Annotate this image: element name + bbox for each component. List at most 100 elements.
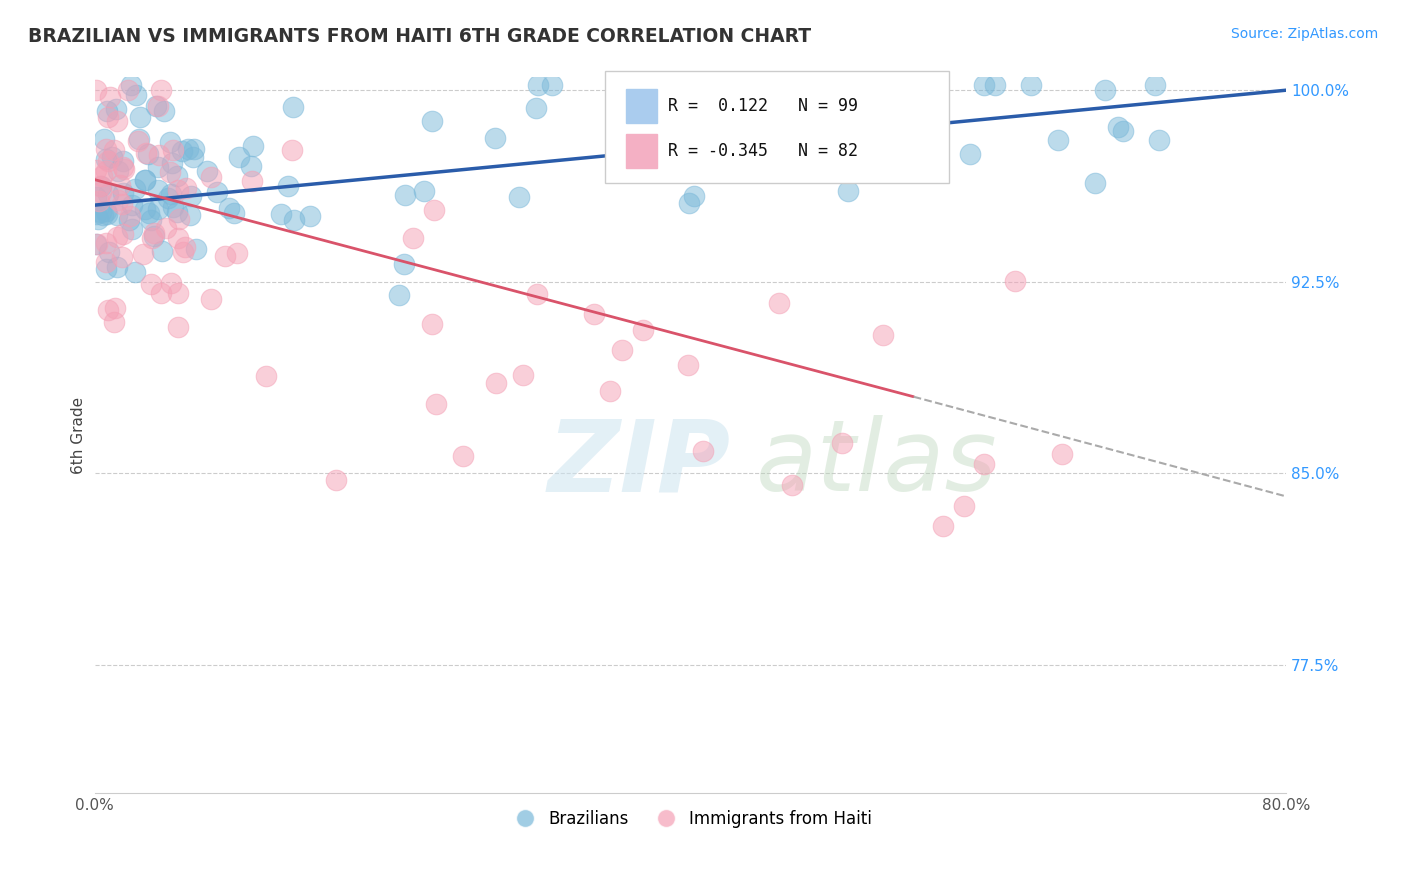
Point xyxy=(134,173,156,187)
Point xyxy=(872,327,894,342)
Point xyxy=(714,153,737,168)
Point xyxy=(148,148,170,162)
Point xyxy=(485,376,508,391)
Point xyxy=(134,173,156,187)
Point xyxy=(166,320,188,334)
Point xyxy=(283,213,305,227)
Point xyxy=(1143,78,1166,92)
Point xyxy=(127,134,149,148)
Point xyxy=(218,202,240,216)
Point xyxy=(831,436,853,450)
Text: Source: ZipAtlas.com: Source: ZipAtlas.com xyxy=(1230,27,1378,41)
Point xyxy=(1112,124,1135,138)
Point xyxy=(87,211,110,226)
Point xyxy=(107,193,129,207)
Point xyxy=(86,237,108,252)
Point xyxy=(903,108,925,122)
Point xyxy=(150,83,173,97)
Point xyxy=(1004,273,1026,287)
Point xyxy=(283,100,305,114)
Point xyxy=(103,143,125,157)
Point xyxy=(388,287,411,301)
Point xyxy=(160,155,183,169)
Point xyxy=(90,185,112,199)
Point xyxy=(159,164,181,178)
Point xyxy=(394,188,416,202)
Point xyxy=(425,397,447,411)
Point xyxy=(167,231,190,245)
Point xyxy=(112,154,135,169)
Point xyxy=(177,142,200,156)
Point xyxy=(128,110,150,124)
Point xyxy=(240,159,263,173)
Point xyxy=(94,143,117,157)
Point xyxy=(84,83,107,97)
Point xyxy=(146,160,169,174)
Point xyxy=(105,260,128,275)
Point xyxy=(94,152,117,166)
Point xyxy=(94,261,117,276)
Point xyxy=(526,78,548,92)
Point xyxy=(422,317,444,331)
Point xyxy=(280,143,302,157)
Point xyxy=(162,201,184,215)
Point xyxy=(157,191,180,205)
Text: atlas: atlas xyxy=(756,415,997,512)
Point xyxy=(104,102,127,116)
Point xyxy=(143,229,166,244)
Point xyxy=(150,285,173,300)
Point xyxy=(162,144,184,158)
Point xyxy=(678,196,700,211)
Point xyxy=(167,286,190,301)
Point xyxy=(413,184,436,198)
Point xyxy=(599,384,621,399)
Point xyxy=(84,190,107,204)
Point xyxy=(104,301,127,315)
Point xyxy=(111,160,134,174)
Text: BRAZILIAN VS IMMIGRANTS FROM HAITI 6TH GRADE CORRELATION CHART: BRAZILIAN VS IMMIGRANTS FROM HAITI 6TH G… xyxy=(28,27,811,45)
Point xyxy=(673,136,696,151)
Point xyxy=(254,368,277,383)
Point xyxy=(422,202,444,217)
Text: R =  0.122   N = 99: R = 0.122 N = 99 xyxy=(668,97,858,115)
Point xyxy=(172,245,194,260)
Point xyxy=(111,186,134,200)
Point xyxy=(94,236,117,251)
Point xyxy=(270,207,292,221)
Point xyxy=(170,145,193,159)
Point xyxy=(86,162,108,177)
Point xyxy=(973,457,995,471)
Point xyxy=(124,182,146,196)
Point xyxy=(420,114,443,128)
Point xyxy=(96,164,118,178)
Point xyxy=(90,205,112,219)
Point xyxy=(179,208,201,222)
Point xyxy=(97,303,120,318)
Point xyxy=(582,308,605,322)
Point xyxy=(101,150,124,164)
Point xyxy=(84,236,107,251)
Point xyxy=(512,368,534,383)
Point xyxy=(675,153,697,167)
Point xyxy=(121,197,143,211)
Point xyxy=(780,477,803,491)
Point xyxy=(143,226,166,240)
Point xyxy=(111,250,134,264)
Point xyxy=(145,98,167,112)
Point xyxy=(453,449,475,463)
Point xyxy=(98,90,121,104)
Point xyxy=(973,78,995,92)
Point xyxy=(132,247,155,261)
Point xyxy=(105,208,128,222)
Point xyxy=(166,169,188,183)
Point xyxy=(1149,133,1171,147)
Point xyxy=(105,114,128,128)
Point xyxy=(96,104,118,119)
Point xyxy=(96,206,118,220)
Point xyxy=(138,147,160,161)
Point xyxy=(183,150,205,164)
Point xyxy=(242,139,264,153)
Point xyxy=(612,343,634,358)
Point xyxy=(683,189,706,203)
Y-axis label: 6th Grade: 6th Grade xyxy=(72,396,86,474)
